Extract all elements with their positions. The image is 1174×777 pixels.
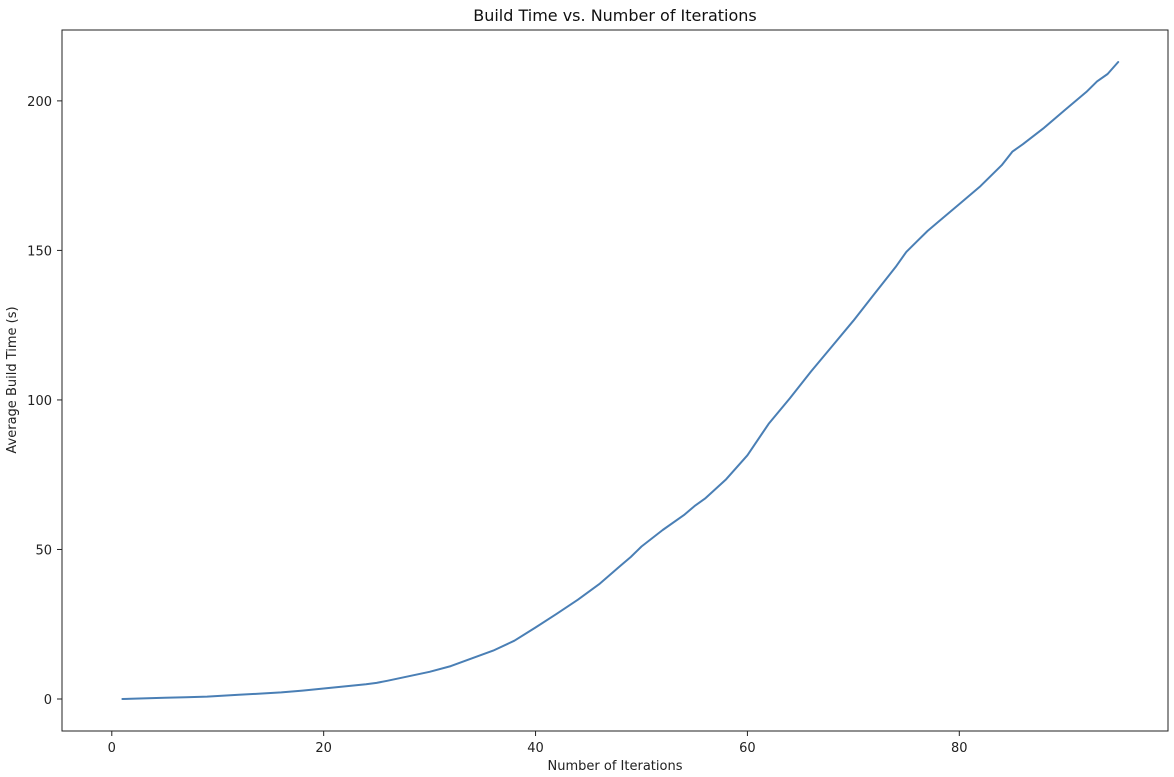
x-tick-label: 40 bbox=[527, 741, 544, 756]
y-tick-label: 0 bbox=[44, 693, 52, 708]
x-tick-label: 0 bbox=[108, 741, 116, 756]
x-tick-label: 60 bbox=[739, 741, 756, 756]
y-tick-label: 150 bbox=[27, 244, 52, 259]
x-tick-label: 20 bbox=[315, 741, 332, 756]
chart-title: Build Time vs. Number of Iterations bbox=[473, 6, 757, 25]
y-tick-label: 100 bbox=[27, 394, 52, 409]
x-tick-label: 80 bbox=[951, 741, 968, 756]
series-line bbox=[121, 61, 1120, 700]
y-axis: 0 50 100 150 200 bbox=[27, 95, 62, 708]
y-tick-label: 200 bbox=[27, 95, 52, 110]
plot-area-frame bbox=[61, 29, 1169, 732]
y-tick-label: 50 bbox=[35, 543, 52, 558]
x-axis: 0 20 40 60 80 bbox=[108, 731, 968, 756]
y-axis-label: Average Build Time (s) bbox=[5, 306, 20, 453]
x-axis-label: Number of Iterations bbox=[548, 759, 683, 774]
